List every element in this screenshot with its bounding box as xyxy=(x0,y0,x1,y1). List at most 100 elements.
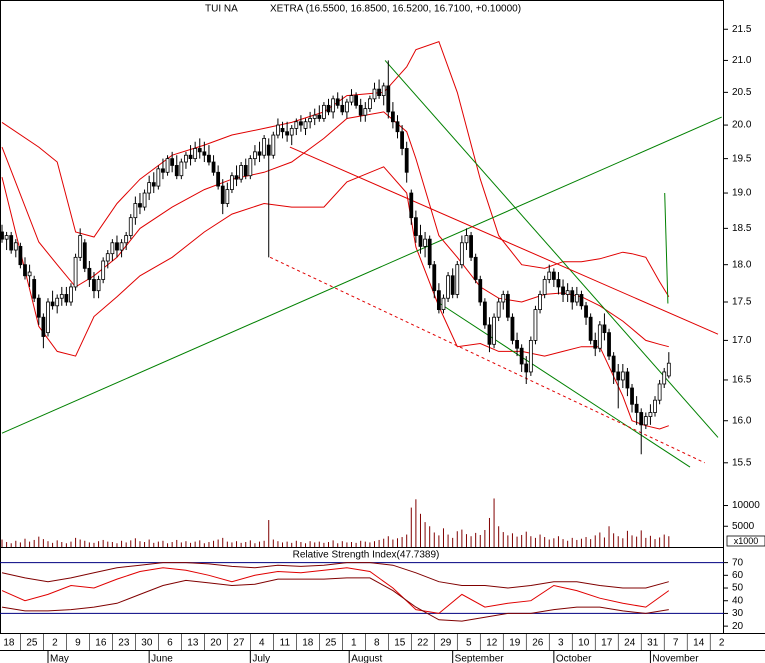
candle-body xyxy=(276,124,280,136)
volume-bar xyxy=(369,542,371,547)
candle-body xyxy=(602,324,607,334)
y-tick-label: 20.5 xyxy=(732,87,752,98)
volume-bar xyxy=(295,540,297,547)
trend-line xyxy=(384,60,719,438)
volume-bar xyxy=(38,536,40,547)
candle-body xyxy=(216,171,221,187)
x-tick-label: 20 xyxy=(210,638,222,649)
volume-bar xyxy=(125,542,127,547)
volume-bar xyxy=(576,539,578,547)
volume-bar xyxy=(553,538,555,547)
y-tick-label: 17.5 xyxy=(732,297,752,308)
volume-bar xyxy=(102,539,104,547)
volume-bar xyxy=(355,542,357,547)
quote: XETRA (16.5500, 16.8500, 16.5200, 16.710… xyxy=(270,4,521,15)
candle-body xyxy=(156,168,161,187)
volume-bar xyxy=(530,536,532,547)
volume-bar xyxy=(98,541,100,547)
x-tick-label: 3 xyxy=(558,638,564,649)
y-tick-label: 18.5 xyxy=(732,223,752,234)
volume-bar xyxy=(470,536,472,547)
candle-body xyxy=(436,290,441,310)
volume-bar xyxy=(148,539,150,547)
candle-body xyxy=(574,294,579,303)
candle-body xyxy=(317,114,322,119)
volume-bar xyxy=(226,541,228,547)
x-tick-label: 18 xyxy=(3,638,15,649)
volume-bar xyxy=(75,537,77,547)
candle-body xyxy=(262,137,267,156)
candle-body xyxy=(4,235,9,240)
x-tick-label: 24 xyxy=(624,638,636,649)
candle-body xyxy=(101,260,106,280)
month-label: November xyxy=(652,654,699,663)
volume-bar xyxy=(438,535,440,547)
symbol: TUI NA xyxy=(205,4,238,15)
volume-bar xyxy=(484,529,486,547)
volume-bar xyxy=(254,543,256,547)
candle-body xyxy=(243,165,248,177)
volume-bar xyxy=(461,529,463,547)
volume-bar xyxy=(272,539,274,547)
volume-bar xyxy=(111,542,113,547)
volume-bar xyxy=(525,531,527,547)
candle-body xyxy=(133,203,138,219)
candle-body xyxy=(82,242,87,269)
volume-bar xyxy=(286,541,288,547)
volume-bar xyxy=(585,537,587,547)
candle-body xyxy=(441,297,446,310)
volume-bar xyxy=(176,539,178,547)
x-tick-label: 12 xyxy=(486,638,498,649)
volume-bar xyxy=(153,542,155,547)
candle-body xyxy=(234,175,239,180)
candle-body xyxy=(363,108,368,116)
y-tick-label: 21.5 xyxy=(732,24,752,35)
volume-bar xyxy=(636,536,638,547)
candle-body xyxy=(505,294,510,318)
candle-body xyxy=(96,279,101,292)
x-tick-label: 1 xyxy=(351,638,357,649)
x-tick-label: 5 xyxy=(466,638,472,649)
volume-bar xyxy=(6,542,8,547)
trend-line xyxy=(664,192,669,304)
volume-bar xyxy=(516,536,518,547)
candle-body xyxy=(404,148,409,173)
y-tick-label: 30 xyxy=(732,608,744,619)
trend-line xyxy=(289,146,719,335)
volume-bar xyxy=(475,532,477,547)
candle-body xyxy=(202,151,207,156)
x-tick-label: 26 xyxy=(532,638,544,649)
candle-body xyxy=(478,279,483,303)
candle-body xyxy=(105,253,110,262)
x-tick-label: 14 xyxy=(693,638,705,649)
x-tick-label: 25 xyxy=(26,638,38,649)
candle-body xyxy=(303,121,308,129)
candle-body xyxy=(662,371,667,385)
candle-body xyxy=(400,131,404,149)
volume-bar xyxy=(259,541,261,547)
volume-bar xyxy=(116,543,118,547)
volume-bar xyxy=(213,540,215,547)
volume-bar xyxy=(645,537,647,547)
candle-body xyxy=(496,301,501,318)
candle-body xyxy=(607,332,611,357)
month-label: October xyxy=(556,654,592,663)
volume-bar xyxy=(580,538,582,547)
volume-bar xyxy=(654,539,656,547)
volume-bar xyxy=(360,540,362,547)
volume-bar xyxy=(493,498,495,547)
volume-bar xyxy=(231,542,233,547)
y-tick-label: 18.0 xyxy=(732,259,752,270)
candle-body xyxy=(142,192,147,208)
volume-bar xyxy=(328,542,330,547)
volume-bar xyxy=(194,541,196,547)
volume-bar xyxy=(617,536,619,547)
candle-body xyxy=(285,131,290,136)
unit-label: x1000 xyxy=(734,536,759,546)
volume-bar xyxy=(383,538,385,547)
volume-bar xyxy=(424,522,426,547)
x-tick-label: 4 xyxy=(259,638,265,649)
volume-bar xyxy=(498,526,500,547)
volume-bar xyxy=(167,543,169,547)
